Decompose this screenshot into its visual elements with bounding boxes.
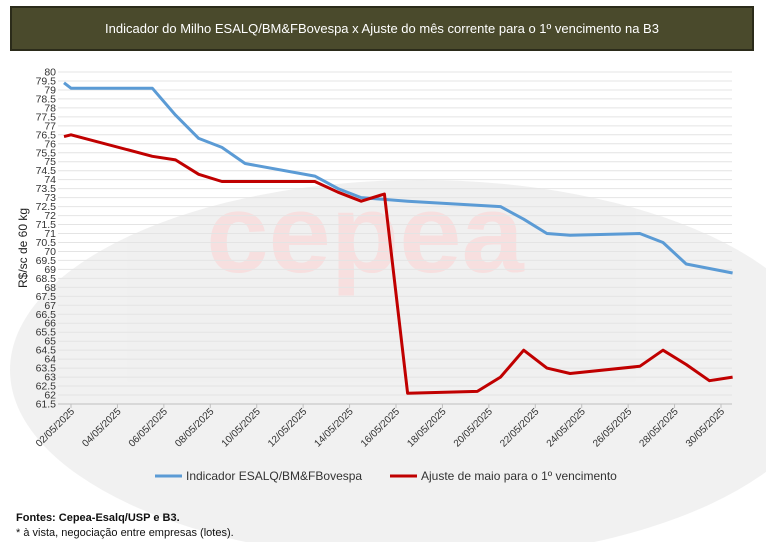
y-tick-label: 62.5 — [36, 381, 57, 393]
legend-label-indicador: Indicador ESALQ/BM&FBovespa — [186, 469, 362, 483]
gridlines — [58, 71, 732, 405]
y-tick-label: 73 — [44, 192, 56, 204]
y-tick-label: 75 — [44, 156, 56, 168]
y-tick-label: 65 — [44, 336, 56, 348]
y-tick-label: 72 — [44, 210, 56, 222]
y-tick-label: 79.5 — [36, 75, 57, 87]
y-axis-label: R$/sc de 60 kg — [16, 208, 30, 288]
y-tick-label: 74 — [44, 174, 56, 186]
sources-note: Fontes: Cepea-Esalq/USP e B3. — [16, 512, 180, 524]
y-tick-label: 61.5 — [36, 399, 57, 411]
y-tick-label: 75.5 — [36, 147, 57, 159]
y-tick-label: 71.5 — [36, 219, 57, 231]
y-tick-label: 68 — [44, 282, 56, 294]
y-tick-label: 63 — [44, 372, 56, 384]
y-tick-label: 67 — [44, 300, 56, 312]
legend-label-ajuste: Ajuste de maio para o 1º vencimento — [421, 469, 617, 483]
y-tick-label: 74.5 — [36, 165, 57, 177]
y-tick-label: 76 — [44, 138, 56, 150]
series-lines — [63, 81, 733, 395]
y-tick-label: 62 — [44, 390, 56, 402]
footnote: * à vista, negociação entre empresas (lo… — [16, 527, 234, 539]
y-tick-label: 71 — [44, 228, 56, 240]
series-line-ajuste — [63, 133, 733, 395]
y-tick-label: 76.5 — [36, 129, 57, 141]
series-line-indicador — [63, 81, 733, 275]
y-tick-label: 73.5 — [36, 183, 57, 195]
y-tick-label: 79 — [44, 84, 56, 96]
y-tick-label: 69 — [44, 264, 56, 276]
y-tick-label: 66.5 — [36, 309, 57, 321]
chart-title: Indicador do Milho ESALQ/BM&FBovespa x A… — [105, 21, 659, 36]
y-tick-label: 70 — [44, 246, 56, 258]
y-tick-label: 80 — [44, 67, 56, 79]
y-tick-label: 63.5 — [36, 363, 57, 375]
y-tick-label: 78 — [44, 102, 56, 114]
y-tick-label: 66 — [44, 318, 56, 330]
y-axis-ticks: 61.56262.56363.56464.56565.56666.56767.5… — [36, 67, 57, 411]
y-tick-label: 70.5 — [36, 237, 57, 249]
y-tick-label: 77 — [44, 120, 56, 132]
y-tick-label: 77.5 — [36, 111, 57, 123]
chart-title-banner: Indicador do Milho ESALQ/BM&FBovespa x A… — [10, 6, 754, 51]
y-tick-label: 67.5 — [36, 291, 57, 303]
y-tick-label: 64.5 — [36, 345, 57, 357]
y-tick-label: 72.5 — [36, 201, 57, 213]
y-tick-label: 69.5 — [36, 255, 57, 267]
y-tick-label: 78.5 — [36, 93, 57, 105]
y-tick-label: 64 — [44, 354, 56, 366]
legend: Indicador ESALQ/BM&FBovespa Ajuste de ma… — [155, 469, 617, 483]
y-tick-label: 68.5 — [36, 273, 57, 285]
y-tick-label: 65.5 — [36, 327, 57, 339]
